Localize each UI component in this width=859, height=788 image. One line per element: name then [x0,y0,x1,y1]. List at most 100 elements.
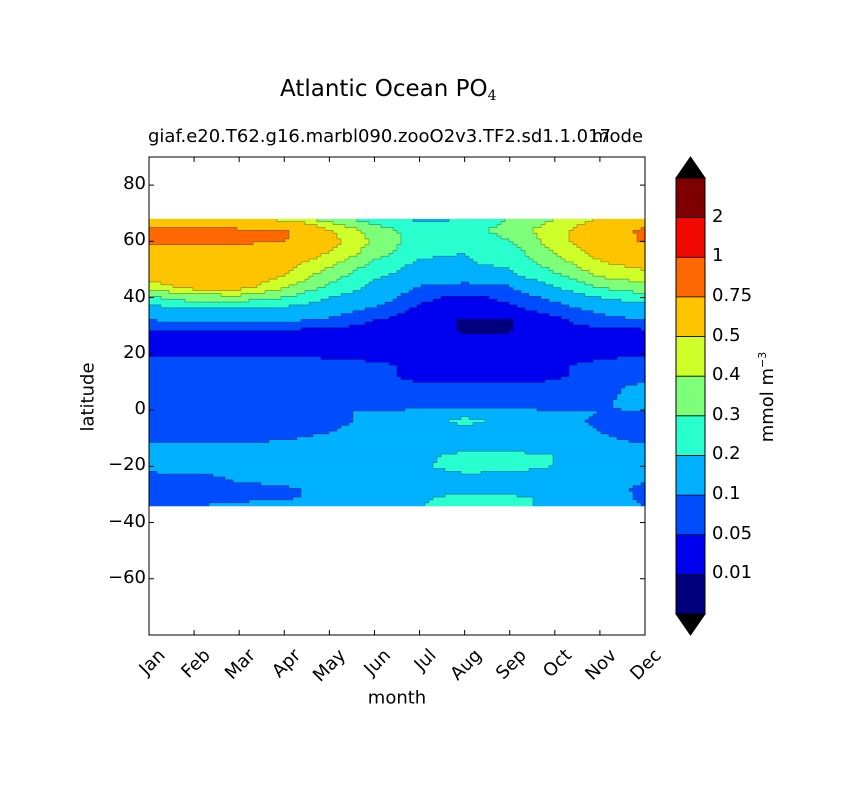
contour-cell [561,316,626,320]
contour-cell [561,256,594,260]
contour-cell [149,499,250,504]
colorbar-extend-low [675,613,706,636]
contour-cell [529,256,562,260]
contour-cell [333,264,366,269]
contour-cell [285,273,314,277]
chart-title-subscript: 4 [487,88,497,104]
contour-cell [341,276,382,280]
contour-cell [149,448,646,452]
colorbar-band [676,178,705,219]
contour-cell [333,221,370,226]
contour-cell [585,293,646,297]
contour-cell [537,279,578,283]
contour-cell [621,390,646,395]
contour-cell [629,488,646,492]
contour-cell [613,402,646,406]
contour-cell [577,279,630,283]
contour-cell [637,233,646,237]
contour-cell [605,313,646,317]
colorbar-label: mmol m−3 [756,352,778,443]
contour-cell [609,261,646,266]
contour-cell [173,284,258,289]
contour-cell [149,333,646,338]
contour-cell [385,302,422,306]
contour-cell [149,270,290,274]
contour-cell [577,264,626,269]
colorbar-tick-label: 0.1 [712,483,741,505]
contour-cell [149,396,618,401]
colorbar-frame [675,177,706,615]
contour-cell [517,494,634,498]
contour-cell [553,284,594,289]
contour-cell [457,451,526,455]
contour-cell [253,241,342,246]
contour-cell [621,299,646,303]
contour-cell [321,253,358,257]
contour-cell [149,319,158,323]
contour-cell [549,299,622,303]
contour-cell [501,221,546,226]
contour-cell [493,264,542,269]
contour-cell [345,259,374,263]
contour-cell [421,284,510,289]
colorbar-band [676,217,705,258]
contour-cell [397,247,522,252]
contour-cell [633,494,646,498]
contour-boundaries [149,218,645,506]
contour-cell [573,290,634,295]
contour-cell [461,281,470,286]
contour-cell [581,267,642,272]
contour-cell [533,499,638,504]
contour-cell [289,270,322,274]
contour-cell [149,304,162,309]
contour-cell [233,479,646,484]
contour-cell [601,296,646,300]
contour-cell [481,471,646,475]
contour-cell [637,499,646,504]
contour-cell [149,502,210,507]
contour-cell [321,356,618,360]
contour-cell [149,468,446,472]
contour-cell [641,227,646,231]
contour-cell [317,218,358,223]
colorbar-tick-label: 0.5 [712,324,741,346]
contour-cell [149,359,366,363]
contour-cell [541,264,578,269]
contour-cell [405,408,538,412]
contour-cell [265,290,306,295]
contour-cell [541,238,570,243]
contour-cell [397,367,570,372]
contour-cell [545,379,646,383]
contour-cell [161,296,282,300]
contour-cell [497,299,550,303]
contour-cell [361,250,394,254]
contour-cell [381,224,498,229]
contour-cell [537,236,570,240]
contour-cell [569,238,638,243]
contour-cell [365,284,422,289]
contour-cell [149,279,270,283]
contour-cell [433,256,470,260]
contour-cell [289,233,338,237]
contour-cell [149,324,350,329]
contour-cell [369,241,402,246]
contour-cell [373,259,418,263]
contour-cell [577,362,646,366]
contour-cell [433,462,554,467]
contour-cell [585,221,646,226]
contour-cell [357,227,394,231]
contour-cell [397,244,518,249]
colorbar-band [676,495,705,536]
contour-cell [433,299,498,303]
contour-cell [365,233,402,237]
contour-cell [621,408,646,412]
contour-cell [397,373,570,378]
contour-cell [341,313,398,317]
contour-cell [489,296,542,300]
contour-cell [401,241,514,246]
contour-cell [149,307,366,312]
contour-cell [485,419,586,424]
contour-cell [149,224,318,229]
contour-cell [149,399,614,404]
